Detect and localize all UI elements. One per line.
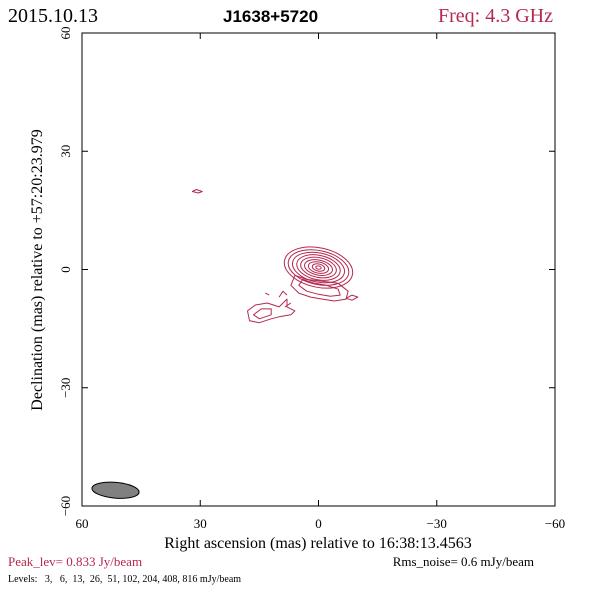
jet-contour — [284, 302, 292, 308]
x-tick-labels: 60 30 0 −30 −60 — [76, 516, 566, 531]
core-contour — [304, 259, 333, 276]
frequency-label: Freq: 4.3 GHz — [438, 5, 553, 27]
jet-contour — [191, 189, 203, 194]
y-tick-label: 60 — [58, 27, 73, 40]
core-contour — [311, 263, 326, 272]
core-contour — [307, 261, 330, 274]
rms-noise: Rms_noise= 0.6 mJy/beam — [393, 554, 534, 569]
source-name: J1638+5720 — [223, 7, 318, 26]
jet-contour — [345, 294, 359, 301]
x-axis-label: Right ascension (mas) relative to 16:38:… — [164, 535, 472, 552]
core-contour — [291, 251, 346, 284]
y-tick-label: −60 — [58, 496, 73, 516]
x-tick-label: 30 — [194, 516, 207, 531]
core-contour — [300, 256, 337, 279]
x-tick-label: 0 — [315, 516, 322, 531]
core-contour — [287, 249, 350, 286]
axis-ticks — [81, 32, 556, 507]
jet-contour — [290, 274, 349, 302]
contour-levels: Levels: 3, 6, 13, 26, 51, 102, 204, 408,… — [8, 574, 241, 585]
core-contour — [296, 254, 341, 281]
jet-contour — [278, 290, 288, 298]
beam-layer — [91, 481, 140, 499]
y-tick-labels: −60 −30 0 30 60 — [58, 27, 73, 517]
jet-contour — [265, 292, 270, 296]
x-tick-label: 60 — [76, 516, 89, 531]
core-contour — [315, 265, 322, 270]
beam-ellipse — [91, 481, 140, 499]
observation-date: 2015.10.13 — [8, 5, 98, 27]
y-tick-label: 30 — [58, 145, 73, 158]
jet-contour — [247, 298, 296, 324]
y-tick-label: −30 — [58, 378, 73, 398]
peak-level: Peak_lev= 0.833 Jy/beam — [8, 554, 142, 569]
y-axis-label: Declination (mas) relative to +57:20:23.… — [29, 129, 46, 410]
core-contour — [283, 246, 354, 289]
y-tick-label: 0 — [58, 266, 73, 273]
x-tick-label: −30 — [427, 516, 447, 531]
jet-contour — [298, 278, 341, 297]
x-tick-label: −60 — [545, 516, 565, 531]
contour-layer — [191, 189, 359, 324]
jet-contour — [253, 308, 272, 320]
